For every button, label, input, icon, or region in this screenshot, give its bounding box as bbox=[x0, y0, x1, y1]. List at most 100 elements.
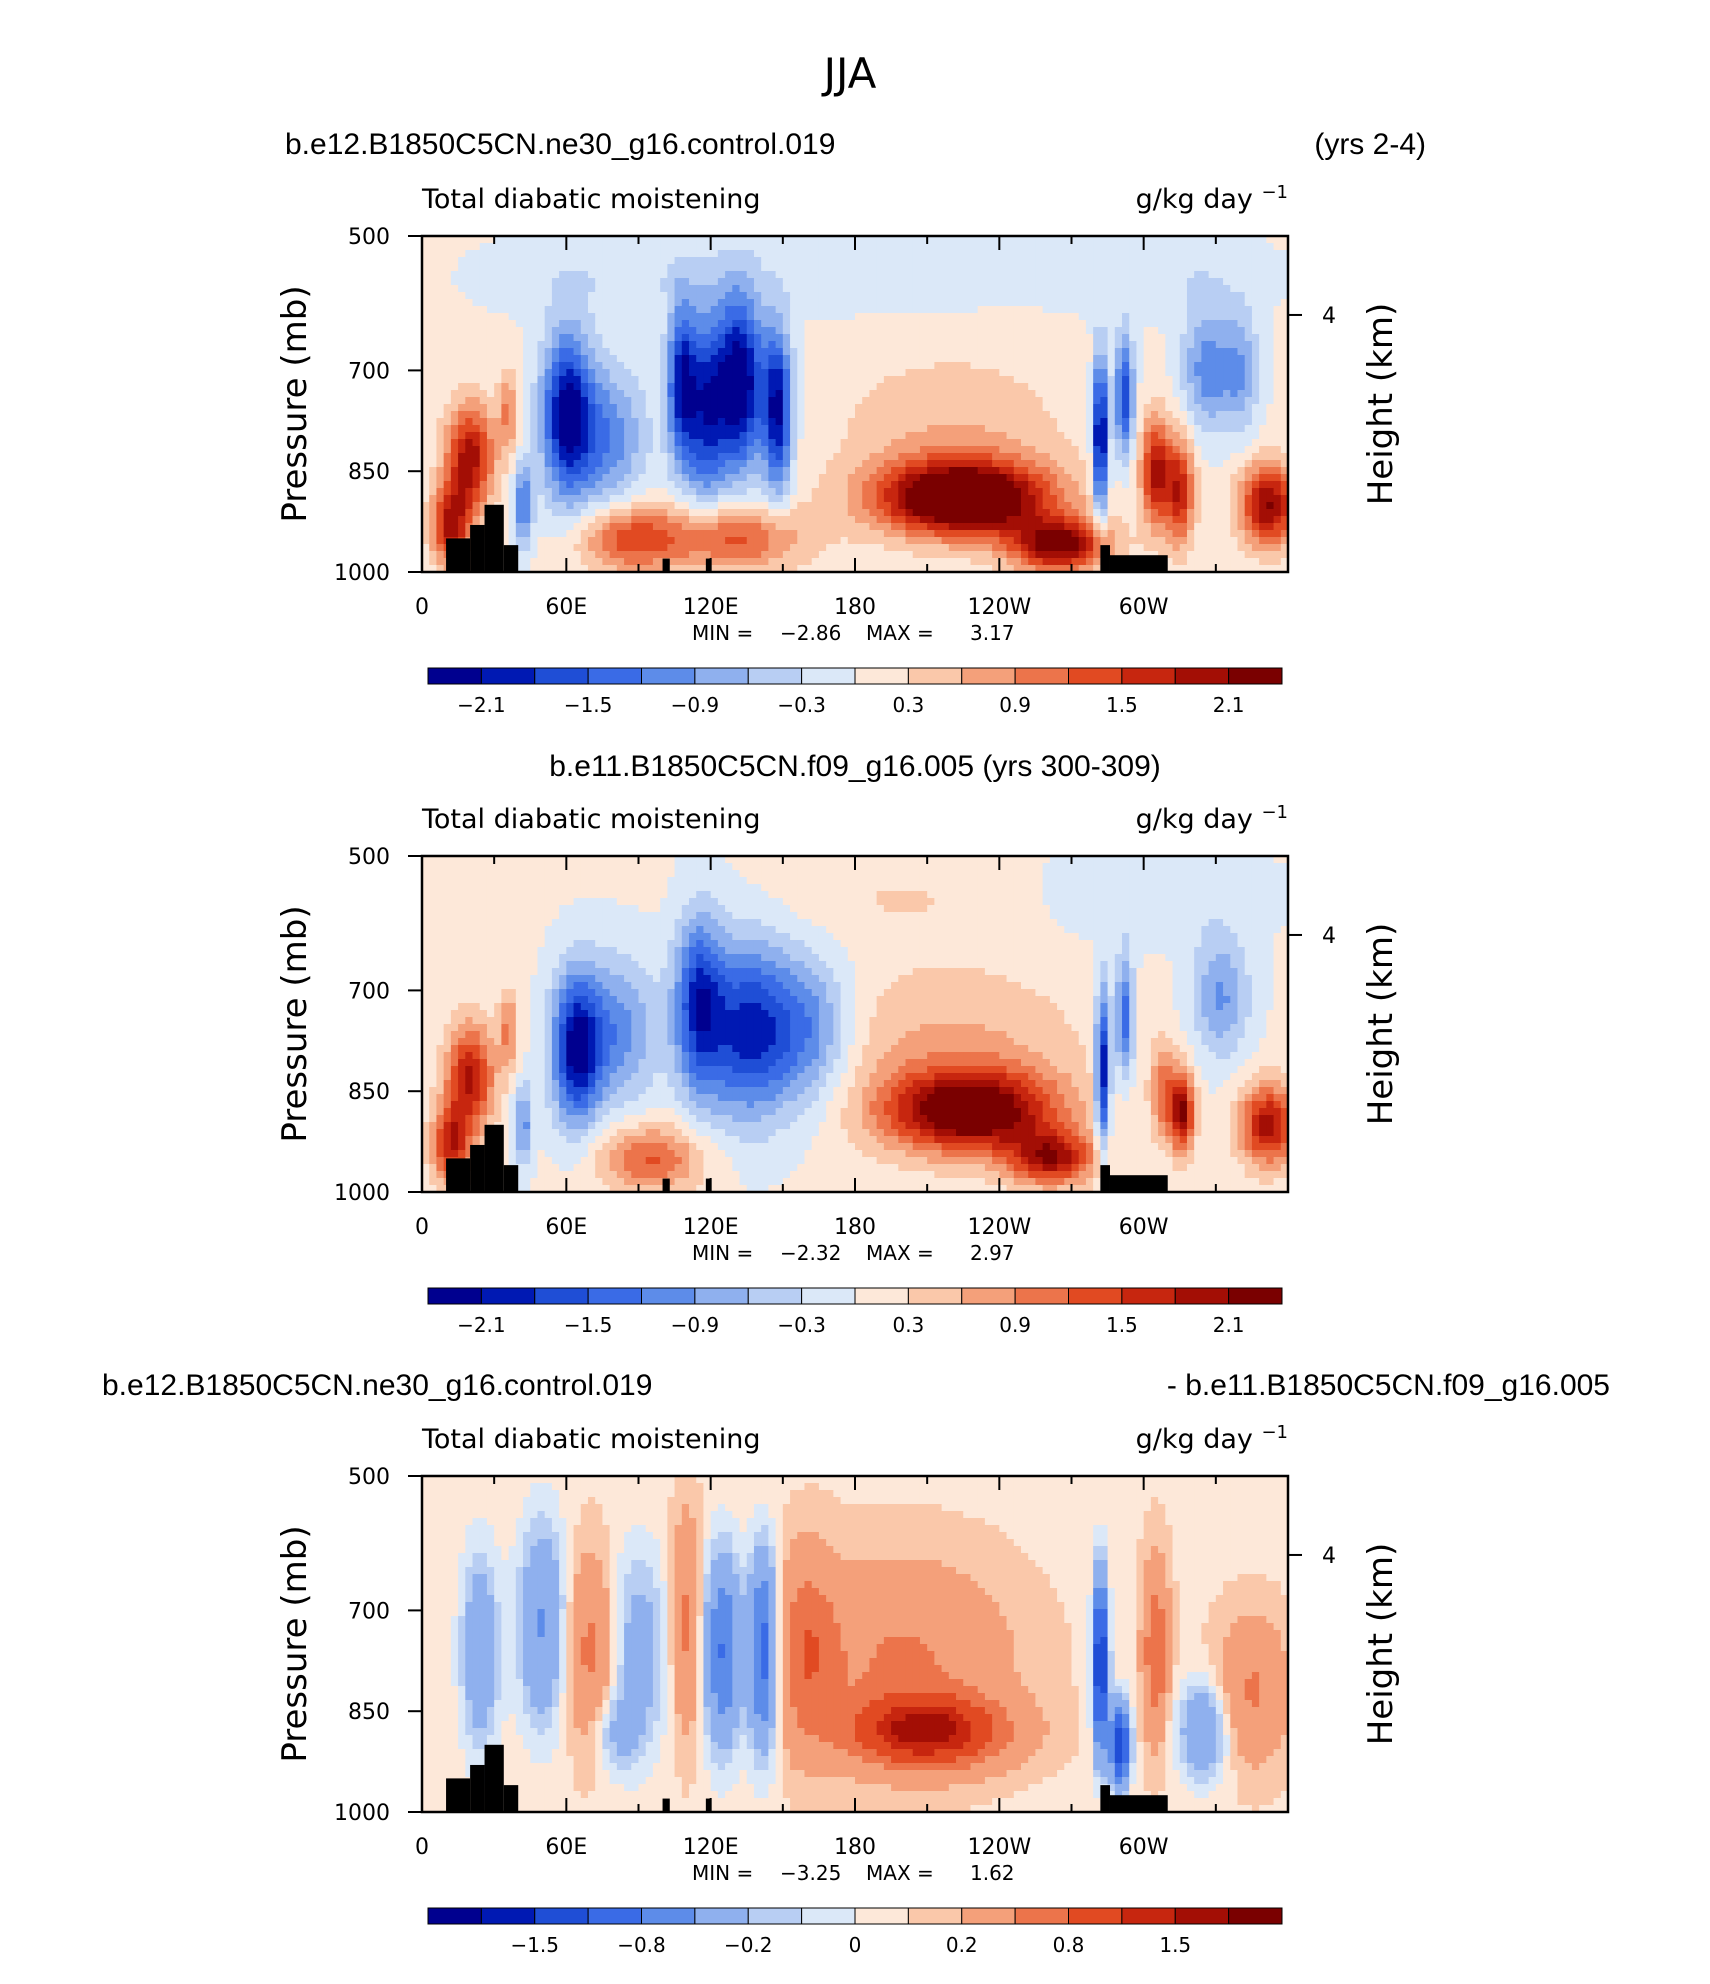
heatmap-cell bbox=[436, 306, 444, 314]
heatmap-cell bbox=[732, 257, 740, 265]
heatmap-cell bbox=[1007, 355, 1015, 363]
heatmap-cell bbox=[1230, 292, 1238, 300]
heatmap-cell bbox=[1237, 292, 1245, 300]
heatmap-cell bbox=[675, 453, 683, 461]
heatmap-cell bbox=[999, 285, 1007, 293]
heatmap-cell bbox=[588, 516, 596, 524]
heatmap-cell bbox=[480, 432, 488, 440]
heatmap-cell bbox=[862, 390, 870, 398]
heatmap-cell bbox=[884, 502, 892, 510]
heatmap-cell bbox=[884, 390, 892, 398]
heatmap-cell bbox=[682, 502, 690, 510]
heatmap-cell bbox=[1252, 334, 1260, 342]
heatmap-cell bbox=[458, 411, 466, 419]
heatmap-cell bbox=[588, 243, 596, 251]
heatmap-cell bbox=[516, 313, 524, 321]
heatmap-cell bbox=[848, 495, 856, 503]
heatmap-cell bbox=[516, 460, 524, 468]
heatmap-cell bbox=[841, 453, 849, 461]
heatmap-cell bbox=[1194, 243, 1202, 251]
heatmap-cell bbox=[429, 243, 437, 251]
heatmap-cell bbox=[667, 481, 675, 489]
heatmap-cell bbox=[595, 313, 603, 321]
heatmap-cell bbox=[1201, 334, 1209, 342]
heatmap-cell bbox=[891, 243, 899, 251]
heatmap-cell bbox=[1230, 411, 1238, 419]
heatmap-cell bbox=[1035, 341, 1043, 349]
heatmap-cell bbox=[1079, 432, 1087, 440]
heatmap-cell bbox=[1115, 257, 1123, 265]
heatmap-cell bbox=[776, 390, 784, 398]
heatmap-cell bbox=[985, 397, 993, 405]
heatmap-cell bbox=[1014, 250, 1022, 258]
heatmap-cell bbox=[1122, 467, 1130, 475]
heatmap-cell bbox=[797, 376, 805, 384]
heatmap-cell bbox=[509, 390, 517, 398]
heatmap-cell bbox=[1007, 432, 1015, 440]
heatmap-cell bbox=[725, 432, 733, 440]
heatmap-cell bbox=[552, 348, 560, 356]
heatmap-cell bbox=[1028, 516, 1036, 524]
heatmap-cell bbox=[1093, 376, 1101, 384]
heatmap-cell bbox=[1014, 320, 1022, 328]
heatmap-cell bbox=[1151, 446, 1159, 454]
heatmap-cell bbox=[1115, 292, 1123, 300]
heatmap-cell bbox=[1180, 320, 1188, 328]
heatmap-cell bbox=[1187, 383, 1195, 391]
heatmap-cell bbox=[566, 334, 574, 342]
heatmap-cell bbox=[1072, 383, 1080, 391]
heatmap-cell bbox=[429, 327, 437, 335]
heatmap-cell bbox=[516, 376, 524, 384]
heatmap-cell bbox=[1050, 250, 1058, 258]
heatmap-cell bbox=[552, 488, 560, 496]
heatmap-cell bbox=[1151, 362, 1159, 370]
heatmap-cell bbox=[624, 481, 632, 489]
heatmap-cell bbox=[1158, 467, 1166, 475]
heatmap-cell bbox=[1209, 460, 1217, 468]
heatmap-cell bbox=[1274, 278, 1282, 286]
heatmap-cell bbox=[1086, 488, 1094, 496]
heatmap-cell bbox=[516, 306, 524, 314]
heatmap-cell bbox=[667, 306, 675, 314]
heatmap-cell bbox=[1180, 446, 1188, 454]
heatmap-cell bbox=[610, 411, 618, 419]
heatmap-cell bbox=[1252, 348, 1260, 356]
heatmap-cell bbox=[1057, 397, 1065, 405]
heatmap-cell bbox=[1180, 432, 1188, 440]
heatmap-cell bbox=[1136, 474, 1144, 482]
heatmap-cell bbox=[855, 376, 863, 384]
heatmap-cell bbox=[956, 432, 964, 440]
heatmap-cell bbox=[1187, 404, 1195, 412]
heatmap-cell bbox=[963, 467, 971, 475]
heatmap-cell bbox=[1093, 264, 1101, 272]
heatmap-cell bbox=[1151, 481, 1159, 489]
heatmap-cell bbox=[942, 327, 950, 335]
heatmap-cell bbox=[646, 502, 654, 510]
heatmap-cell bbox=[1064, 327, 1072, 335]
heatmap-cell bbox=[610, 390, 618, 398]
heatmap-cell bbox=[797, 446, 805, 454]
heatmap-cell bbox=[740, 320, 748, 328]
heatmap-cell bbox=[949, 362, 957, 370]
heatmap-cell bbox=[566, 320, 574, 328]
heatmap-cell bbox=[768, 250, 776, 258]
heatmap-cell bbox=[804, 341, 812, 349]
heatmap-cell bbox=[949, 467, 957, 475]
heatmap-cell bbox=[1252, 481, 1260, 489]
heatmap-cell bbox=[1050, 257, 1058, 265]
heatmap-cell bbox=[1173, 453, 1181, 461]
heatmap-cell bbox=[530, 348, 538, 356]
heatmap-cell bbox=[509, 348, 517, 356]
heatmap-cell bbox=[848, 334, 856, 342]
heatmap-cell bbox=[1122, 397, 1130, 405]
heatmap-cell bbox=[970, 516, 978, 524]
heatmap-cell bbox=[920, 243, 928, 251]
heatmap-cell bbox=[494, 264, 502, 272]
heatmap-cell bbox=[1237, 411, 1245, 419]
heatmap-cell bbox=[1072, 404, 1080, 412]
heatmap-cell bbox=[1014, 509, 1022, 517]
heatmap-cell bbox=[942, 453, 950, 461]
heatmap-cell bbox=[1223, 453, 1231, 461]
heatmap-cell bbox=[537, 250, 545, 258]
heatmap-cell bbox=[559, 495, 567, 503]
